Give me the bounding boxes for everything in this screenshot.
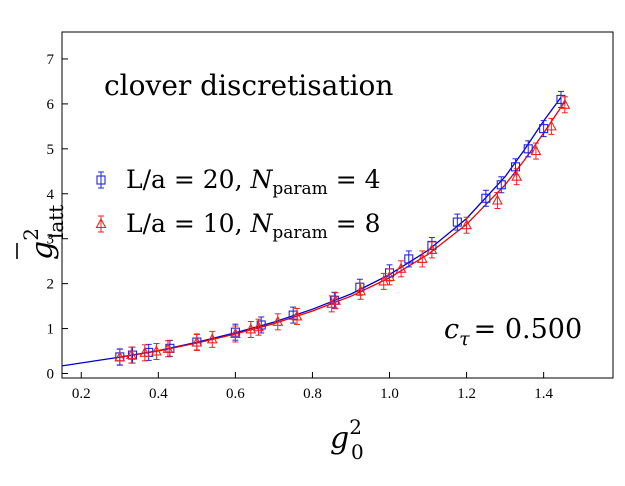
plot-frame <box>61 31 614 379</box>
data-point-series-2 <box>416 250 428 268</box>
data-point-series-2 <box>545 117 557 135</box>
data-point-series-2 <box>461 216 472 234</box>
data-point-series-2 <box>491 192 503 210</box>
data-point-series-2 <box>245 320 257 338</box>
axis-ticks: 0.2 0.4 0.6 0.8 1.0 1.2 1.4 0 1 2 3 4 5 6 7 <box>47 52 554 402</box>
legend: L/a = 20, Nparam = 4 L/a = 10, Nparam = … <box>95 165 381 243</box>
data-point-series-2 <box>330 292 341 310</box>
data-point-series-2 <box>426 241 438 259</box>
x-axis-label: g2 0 <box>330 415 364 464</box>
data-point-series-2 <box>355 282 367 300</box>
svg-text:g2latt: g2latt <box>19 205 68 260</box>
data-point-series-2 <box>139 344 151 362</box>
data-point-series-2 <box>291 307 303 325</box>
data-points <box>114 90 571 366</box>
y-tick-label: 6 <box>47 97 55 113</box>
data-point-series-1 <box>404 250 414 268</box>
data-point-series-2 <box>511 168 523 186</box>
y-tick-label: 4 <box>47 187 55 203</box>
y-tick-label: 3 <box>47 232 55 248</box>
data-point-series-1 <box>452 213 462 231</box>
data-point-series-1 <box>496 176 506 194</box>
legend-marker-series-2 <box>95 215 107 233</box>
data-point-series-2 <box>150 342 162 360</box>
annotation: clover discretisation <box>104 69 393 102</box>
data-point-series-1 <box>510 158 521 176</box>
legend-label-series-2: L/a = 10, Nparam = 8 <box>126 209 381 243</box>
data-point-series-2 <box>125 346 137 364</box>
legend-marker-symbol <box>96 171 106 189</box>
data-point-series-2 <box>530 142 542 160</box>
data-point-series-1 <box>523 140 533 158</box>
fit-curve-2 <box>119 101 566 358</box>
legend-marker-symbol <box>95 215 107 233</box>
y-tick-label: 7 <box>47 52 55 68</box>
x-tick-label: 0.4 <box>149 386 168 402</box>
y-tick-label: 5 <box>47 142 55 158</box>
data-point-series-1 <box>556 90 566 108</box>
data-point-series-2 <box>395 260 407 278</box>
y-tick-label: 1 <box>47 322 55 338</box>
data-point-series-2 <box>162 340 174 358</box>
x-tick-label: 1.4 <box>534 386 553 402</box>
x-tick-label: 1.0 <box>380 386 399 402</box>
data-point-series-2 <box>229 325 241 343</box>
x-tick-label: 0.6 <box>226 386 245 402</box>
legend-marker-series-1 <box>96 171 106 189</box>
data-point-series-2 <box>384 268 395 286</box>
data-point-series-1 <box>481 189 491 207</box>
data-point-series-2 <box>114 348 126 366</box>
x-tick-label: 0.2 <box>72 386 91 402</box>
data-point-series-2 <box>206 330 218 348</box>
data-point-series-2 <box>559 96 571 114</box>
data-point-series-2 <box>272 313 284 331</box>
y-tick-label: 0 <box>47 367 55 383</box>
ctau-label: cτ = 0.500 <box>444 314 582 350</box>
legend-label-series-1: L/a = 20, Nparam = 4 <box>126 165 381 199</box>
data-point-series-2 <box>191 334 203 352</box>
y-tick-label: 2 <box>47 277 55 293</box>
x-tick-label: 0.8 <box>303 386 322 402</box>
data-point-series-2 <box>253 318 264 336</box>
x-tick-label: 1.2 <box>457 386 476 402</box>
y-axis-label: g2latt <box>16 205 68 260</box>
